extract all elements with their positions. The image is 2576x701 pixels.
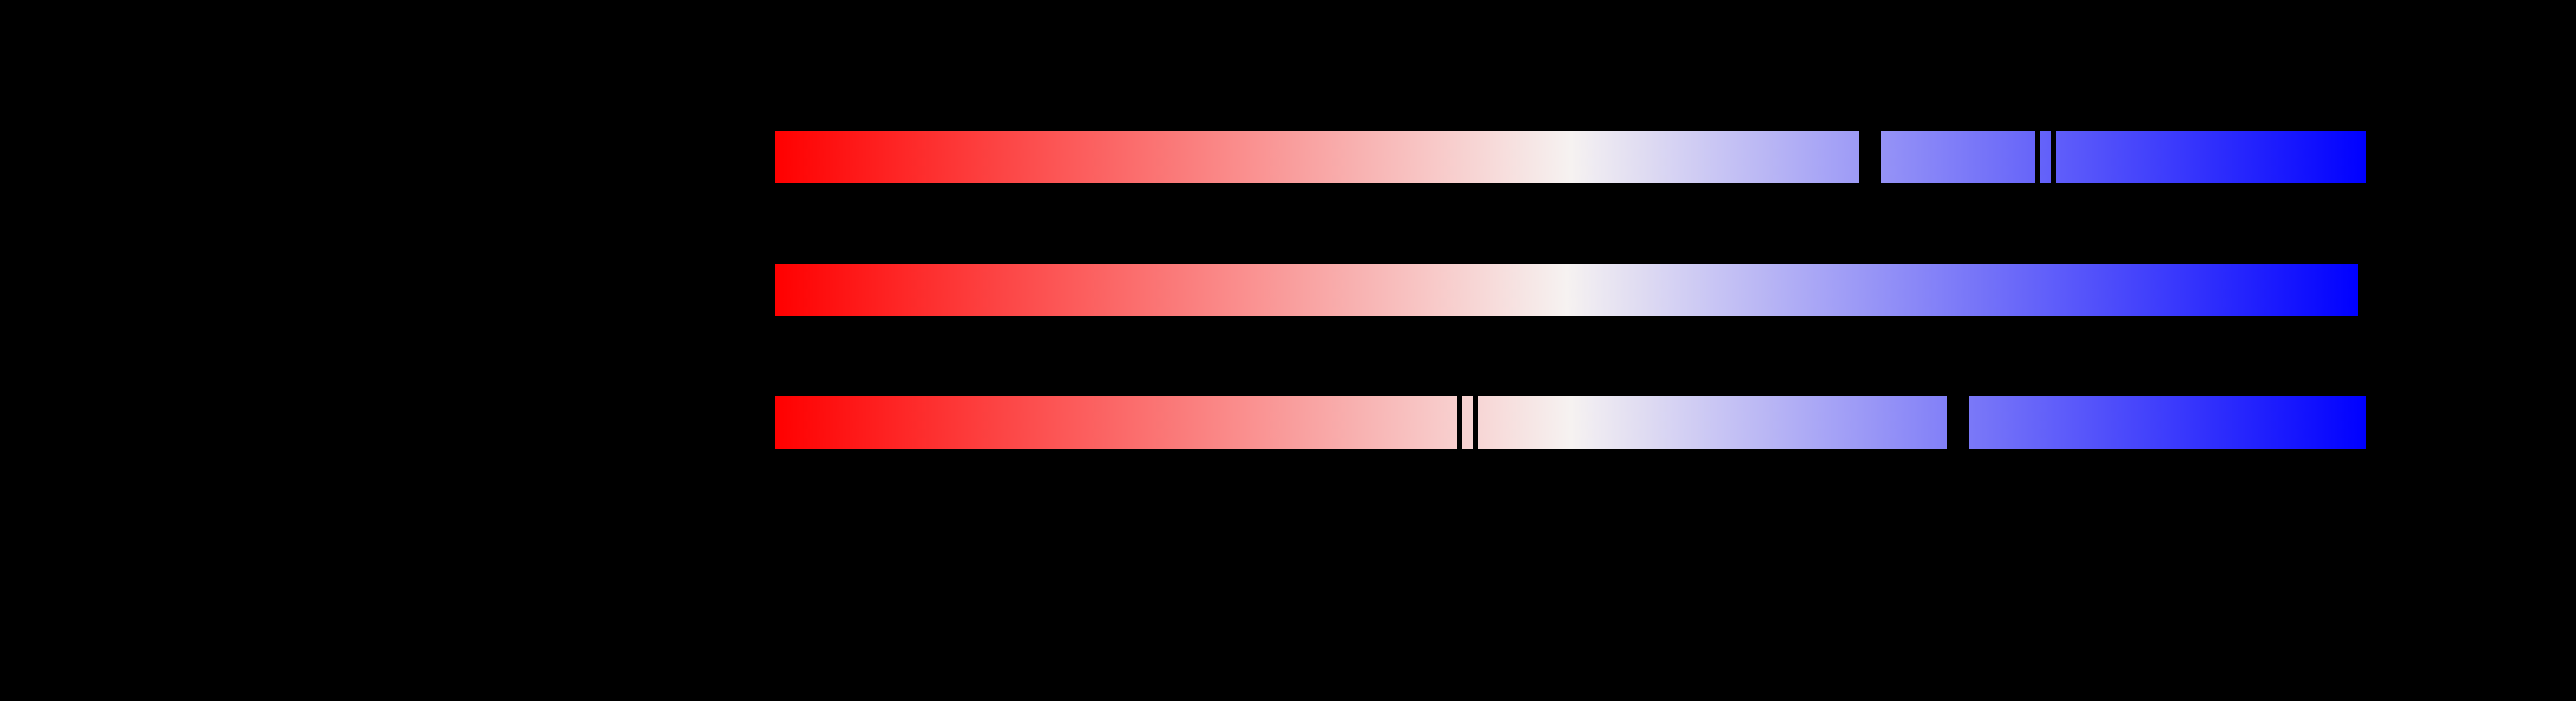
colorbar-tick-mark bbox=[1473, 396, 1478, 449]
gradient-colorbar-1 bbox=[775, 131, 2366, 183]
gradient-colorbar-2 bbox=[775, 264, 2358, 316]
colorbar-tick-mark bbox=[1947, 396, 1969, 449]
colorbar-tick-mark bbox=[2051, 131, 2056, 183]
colorbar-tick-mark bbox=[1457, 396, 1462, 449]
colorbar-tick-mark bbox=[1859, 131, 1881, 183]
gradient-colorbar-3 bbox=[775, 396, 2366, 449]
colorbar-tick-mark bbox=[2035, 131, 2040, 183]
